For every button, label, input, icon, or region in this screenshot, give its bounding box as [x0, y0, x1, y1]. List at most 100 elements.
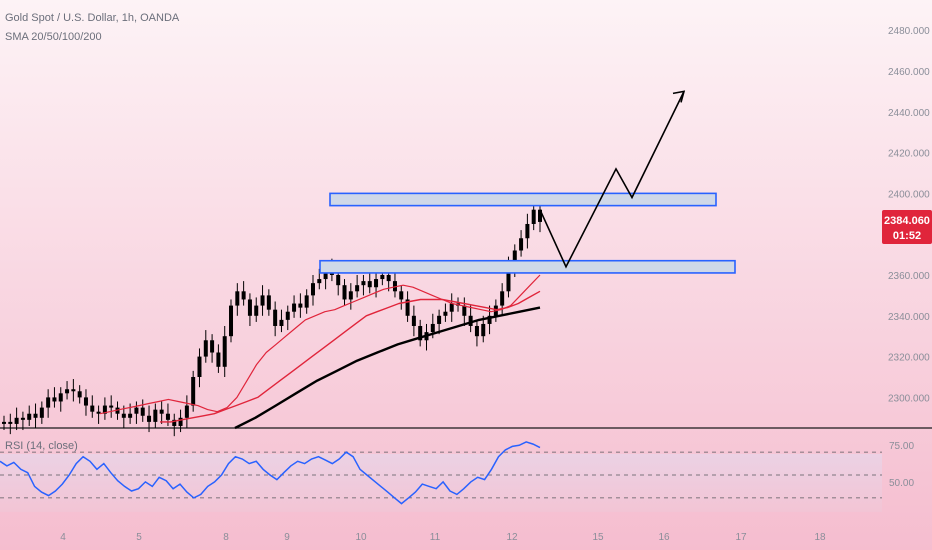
candle-body-24 [153, 409, 158, 422]
candle-body-68 [430, 323, 435, 333]
candle-body-29 [184, 405, 189, 418]
candle-body-30 [191, 376, 196, 406]
support-zone [319, 259, 736, 274]
candle-body-6 [39, 407, 44, 418]
candle-body-49 [310, 283, 315, 296]
candle-body-1 [8, 421, 13, 424]
price-tick-9: 2300.000 [888, 393, 930, 404]
candle-body-25 [159, 409, 164, 414]
candle-body-70 [443, 311, 448, 316]
candle-body-11 [71, 389, 76, 392]
resistance-zone [329, 192, 717, 207]
time-axis[interactable]: 4 5 8 9 10 11 12 15 16 17 18 [60, 532, 826, 543]
candle-body-19 [121, 413, 126, 418]
candle-body-65 [411, 315, 416, 326]
candle-body-2 [14, 417, 19, 424]
candle-body-3 [20, 417, 25, 420]
time-tick-10: 18 [814, 532, 826, 543]
rsi-label: RSI (14, close) [5, 440, 78, 452]
candle-body-31 [197, 356, 202, 377]
candle-body-59 [374, 279, 379, 288]
candle-body-13 [83, 397, 88, 406]
candle-body-7 [46, 397, 51, 408]
indicator-label: SMA 20/50/100/200 [5, 31, 102, 43]
price-tick-8: 2320.000 [888, 353, 930, 364]
zones-group [319, 192, 736, 274]
candle-body-82 [519, 238, 524, 251]
candle-body-71 [449, 303, 454, 312]
candle-body-28 [178, 417, 183, 426]
price-badge: 2384.060 01:52 [882, 210, 932, 244]
price-badge-countdown: 01:52 [893, 230, 921, 242]
candle-body-22 [140, 407, 145, 416]
price-tick-4: 2400.000 [888, 189, 930, 200]
candle-body-8 [52, 397, 57, 402]
candle-body-45 [285, 311, 290, 320]
candle-body-66 [418, 325, 423, 341]
candle-body-80 [506, 266, 511, 292]
candle-body-63 [399, 291, 404, 300]
candle-body-77 [487, 315, 492, 324]
candle-body-47 [298, 303, 303, 308]
candles-group [2, 201, 542, 437]
time-tick-8: 16 [658, 532, 670, 543]
candle-body-27 [172, 419, 177, 426]
candle-body-57 [361, 281, 366, 286]
candle-body-21 [134, 407, 139, 414]
candle-body-84 [531, 209, 536, 224]
candle-body-56 [355, 285, 360, 292]
candle-body-48 [304, 295, 309, 308]
price-tick-2: 2440.000 [888, 108, 930, 119]
candle-body-39 [247, 299, 252, 316]
sma-group [99, 274, 541, 430]
candle-body-76 [481, 323, 486, 337]
candle-body-41 [260, 295, 265, 306]
time-tick-7: 15 [592, 532, 604, 543]
price-tick-7: 2340.000 [888, 312, 930, 323]
candle-body-43 [273, 309, 278, 326]
price-tick-0: 2480.000 [888, 26, 930, 37]
candle-body-5 [33, 413, 38, 418]
time-tick-4: 10 [355, 532, 367, 543]
sma-red-fast-line [99, 274, 541, 415]
candle-body-81 [512, 250, 517, 267]
rsi-level-50: 50.00 [889, 478, 914, 489]
candle-body-42 [266, 295, 271, 310]
price-badge-value: 2384.060 [884, 215, 930, 227]
sma-black-line [234, 306, 541, 430]
price-tick-6: 2360.000 [888, 271, 930, 282]
candle-body-73 [462, 305, 467, 316]
candle-body-4 [27, 413, 32, 420]
projection-line [539, 91, 685, 269]
time-tick-6: 12 [506, 532, 518, 543]
candle-body-14 [90, 405, 95, 412]
candle-body-36 [229, 305, 234, 337]
candle-body-58 [367, 281, 372, 288]
candle-body-23 [147, 415, 152, 422]
rsi-pane [0, 441, 882, 505]
projection-arrowhead [672, 90, 686, 103]
rsi-level-75: 75.00 [889, 441, 914, 452]
candle-body-60 [380, 274, 385, 280]
candle-body-9 [58, 393, 63, 402]
candle-body-40 [254, 305, 259, 316]
candle-body-69 [437, 315, 442, 324]
candle-body-64 [405, 299, 410, 316]
sma-red-slow-line [160, 290, 541, 423]
candle-body-12 [77, 391, 82, 398]
time-tick-0: 4 [60, 532, 66, 543]
time-tick-3: 9 [284, 532, 290, 543]
candle-body-32 [203, 340, 208, 357]
candle-body-10 [65, 389, 70, 394]
price-tick-3: 2420.000 [888, 149, 930, 160]
candle-body-15 [96, 411, 101, 414]
candle-body-55 [348, 291, 353, 300]
time-tick-2: 8 [223, 532, 229, 543]
candle-body-37 [235, 291, 240, 306]
chart-title: Gold Spot / U.S. Dollar, 1h, OANDA [5, 12, 180, 24]
candle-body-74 [468, 315, 473, 326]
candle-body-53 [336, 274, 341, 286]
price-tick-1: 2460.000 [888, 67, 930, 78]
candle-body-26 [165, 413, 170, 420]
